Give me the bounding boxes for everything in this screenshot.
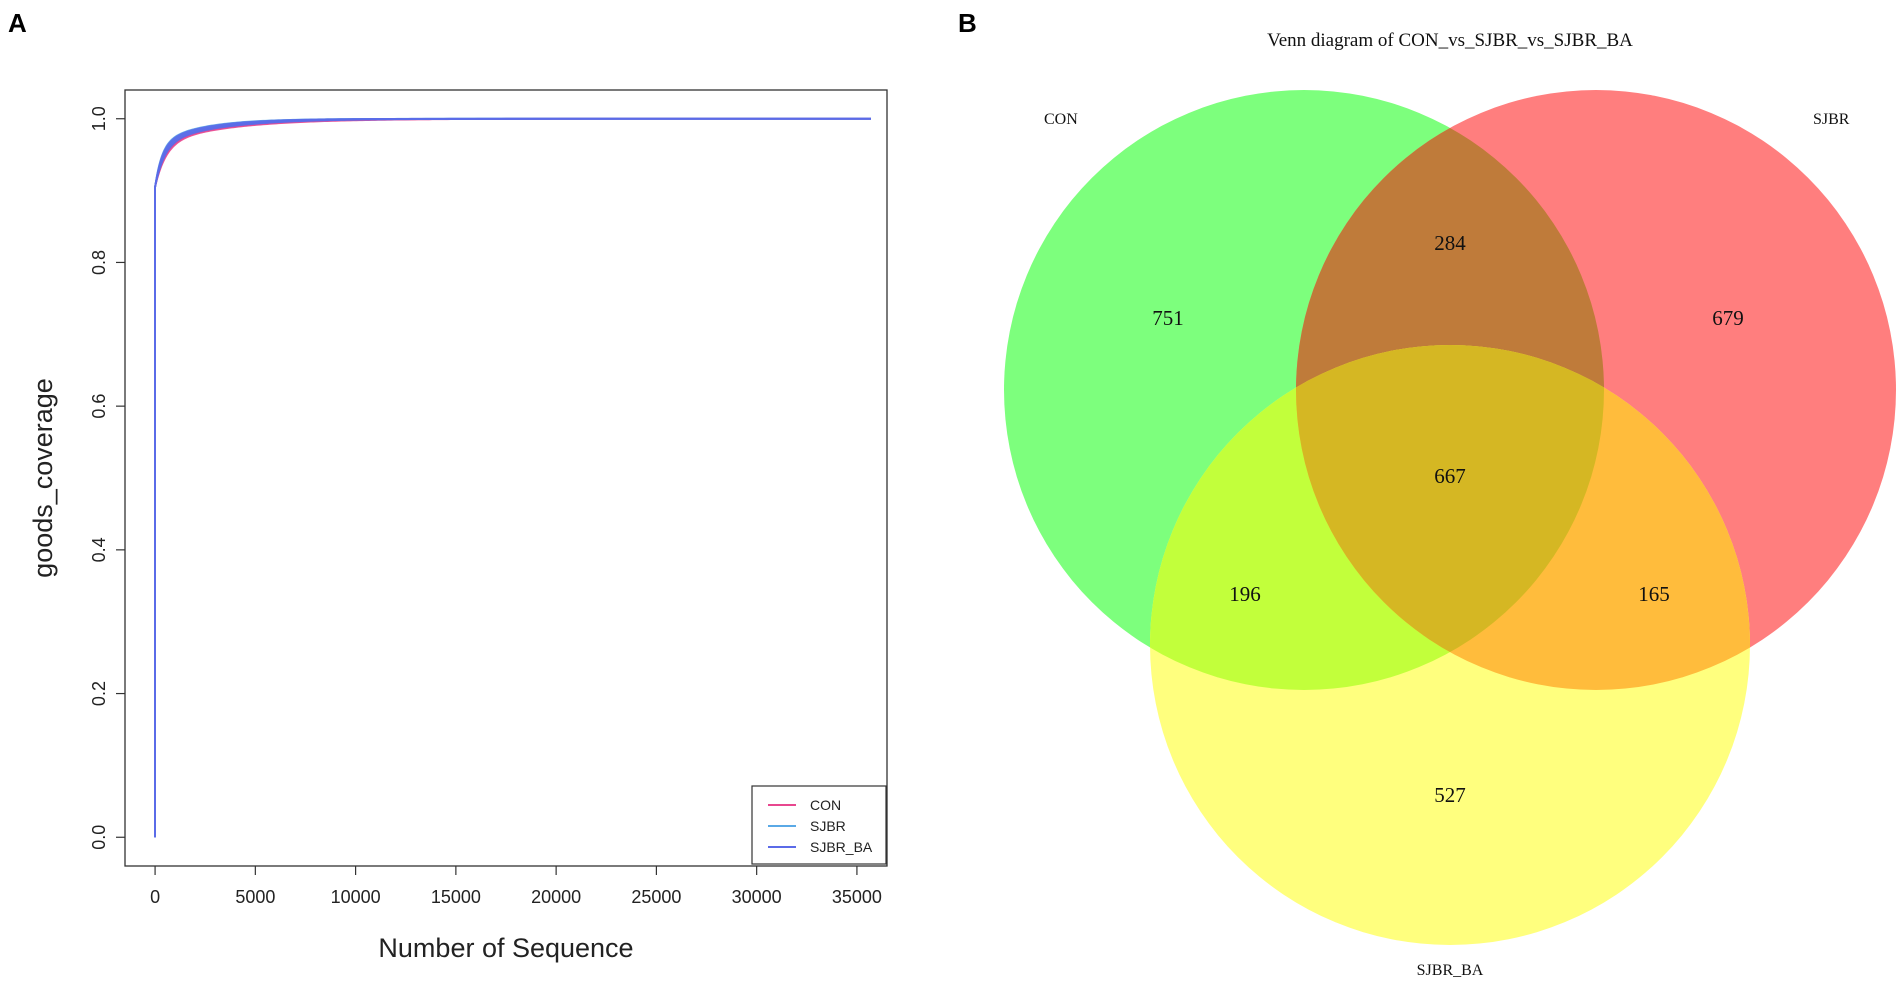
venn-set-label-sjbr: SJBR (1813, 111, 1850, 128)
panel-b-label: B (958, 8, 977, 38)
series-line-sjbr-ba (154, 117, 871, 838)
series-line-con (154, 117, 871, 838)
venn-count-ba-only: 527 (1434, 783, 1466, 807)
venn-count-con-ba: 196 (1229, 582, 1261, 606)
panel-a-label: A (8, 8, 27, 38)
venn-count-sjbr-only: 679 (1712, 306, 1744, 330)
series-line-sjbr (154, 117, 871, 838)
venn-count-all: 667 (1434, 464, 1466, 488)
series-line-con (154, 117, 871, 838)
venn-count-con-sjbr: 284 (1434, 231, 1466, 255)
venn-diagram: Venn diagram of CON_vs_SJBR_vs_SJBR_BA C… (1004, 30, 1896, 979)
y-axis-ticks: 0.0 0.2 0.4 0.6 0.8 1.0 (89, 106, 125, 850)
y-tick-label: 0.8 (89, 250, 109, 275)
venn-count-sjbr-ba: 165 (1638, 582, 1670, 606)
series-line-sjbr-ba (154, 117, 871, 838)
series-lines (154, 117, 871, 838)
legend-label-sjbr: SJBR (810, 818, 846, 834)
venn-count-con-only: 751 (1152, 306, 1184, 330)
y-tick-label: 0.2 (89, 681, 109, 706)
series-line-sjbr (154, 117, 871, 838)
series-line-sjbr (154, 117, 871, 838)
x-axis-ticks: 0 5000 10000 15000 20000 25000 30000 35000 (150, 866, 882, 907)
legend-label-con: CON (810, 797, 841, 813)
legend: CON SJBR SJBR_BA (751, 785, 887, 865)
x-tick-label: 20000 (531, 887, 581, 907)
venn-set-label-sjbr-ba: SJBR_BA (1417, 962, 1484, 979)
venn-set-label-con: CON (1044, 111, 1078, 128)
plot-area-frame (124, 89, 888, 867)
venn-title: Venn diagram of CON_vs_SJBR_vs_SJBR_BA (1267, 30, 1633, 51)
x-tick-label: 5000 (235, 887, 275, 907)
series-line-sjbr-ba (154, 117, 871, 838)
coverage-chart: 0 5000 10000 15000 20000 25000 30000 35000 0.00… (28, 89, 888, 963)
y-axis-title: goods_coverage (28, 378, 58, 578)
x-axis-title: Number of Sequence (378, 933, 633, 963)
y-tick-label: 0.4 (89, 537, 109, 562)
series-line-con (154, 117, 871, 838)
x-tick-label: 25000 (631, 887, 681, 907)
x-tick-label: 35000 (832, 887, 882, 907)
series-line-sjbr-ba (154, 117, 871, 838)
y-tick-label: 0.6 (89, 394, 109, 419)
x-tick-label: 15000 (431, 887, 481, 907)
x-tick-label: 30000 (732, 887, 782, 907)
legend-label-sjbr-ba: SJBR_BA (810, 839, 873, 855)
x-tick-label: 0 (150, 887, 160, 907)
x-tick-label: 10000 (331, 887, 381, 907)
y-tick-label: 0.0 (89, 825, 109, 850)
y-tick-label: 1.0 (89, 106, 109, 131)
